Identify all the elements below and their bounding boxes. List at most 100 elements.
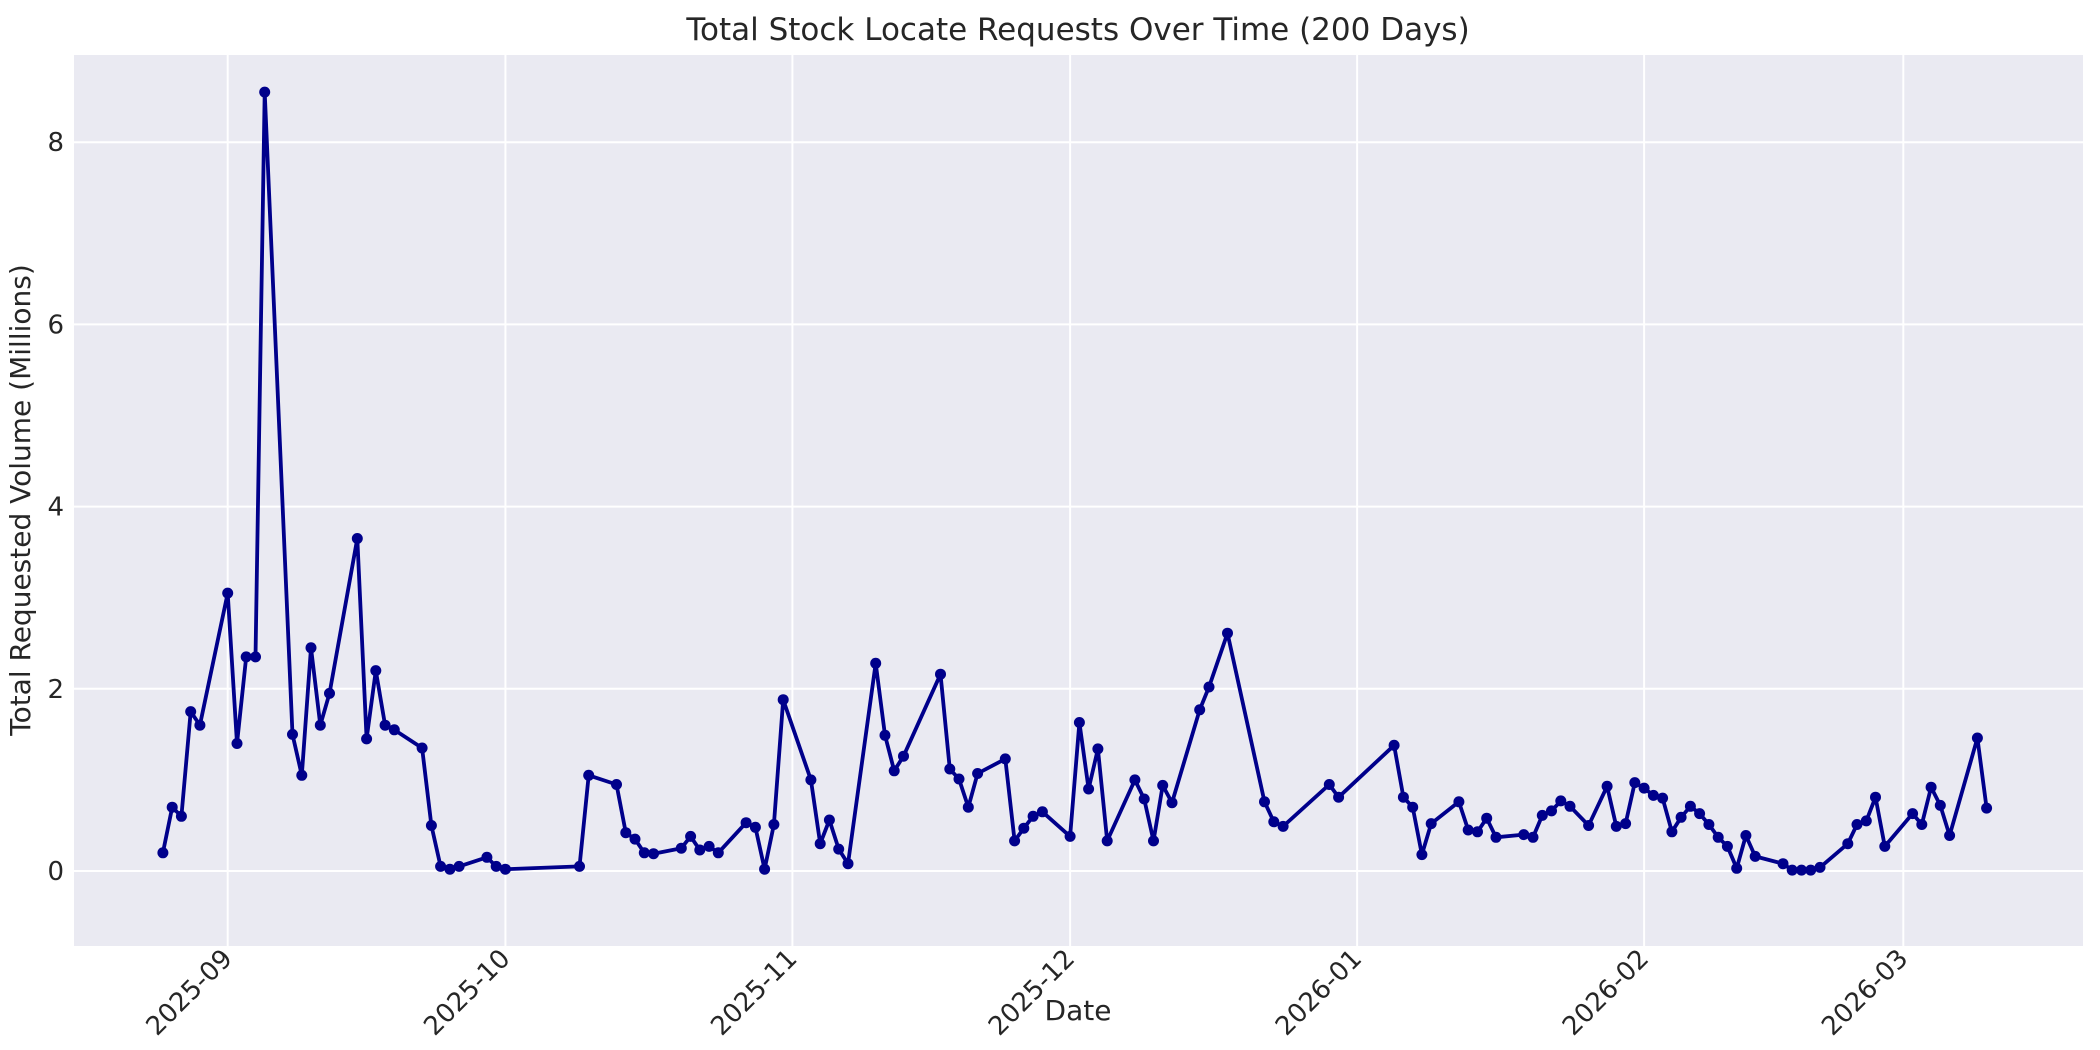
data-point [1166, 797, 1178, 809]
data-point [379, 719, 391, 731]
data-point [1907, 808, 1919, 820]
data-point [1536, 809, 1548, 821]
data-point [1472, 826, 1483, 838]
data-point [842, 858, 854, 870]
data-point [1601, 780, 1613, 792]
data-point [694, 844, 706, 856]
data-point [972, 768, 984, 779]
data-point [1879, 840, 1891, 852]
y-tick-label: 4 [47, 493, 64, 523]
data-point [1323, 779, 1335, 790]
data-point [1083, 783, 1095, 795]
data-point [1129, 774, 1141, 786]
data-point [703, 840, 715, 852]
data-point [324, 687, 335, 699]
x-tick-label: 2025-09 [141, 944, 239, 1042]
vertical-gridlines [226, 55, 1905, 946]
data-point [805, 774, 817, 786]
data-point [1148, 835, 1159, 847]
x-tick-label: 2025-11 [705, 944, 803, 1042]
data-point [1749, 850, 1761, 862]
data-point [685, 830, 697, 842]
data-point [759, 863, 771, 875]
data-point [1518, 829, 1530, 841]
data-point-markers [157, 86, 1993, 876]
data-point [231, 738, 243, 749]
data-point [1407, 801, 1419, 813]
data-point [1740, 830, 1752, 841]
data-point [1870, 791, 1881, 803]
data-point [1268, 816, 1280, 828]
data-point [1194, 704, 1206, 716]
data-point [370, 665, 382, 677]
data-point [749, 821, 761, 833]
data-point [935, 668, 946, 680]
data-point [629, 833, 641, 845]
data-point [620, 827, 632, 839]
data-point [675, 842, 687, 854]
data-point [481, 851, 493, 863]
data-point [185, 706, 197, 718]
data-point [499, 863, 511, 875]
data-point [1009, 835, 1021, 847]
data-point [1805, 864, 1817, 876]
data-point [740, 817, 752, 829]
data-point [296, 769, 308, 781]
data-point [1796, 864, 1807, 876]
data-point [1555, 795, 1567, 807]
data-point [1925, 781, 1937, 793]
data-point [1647, 789, 1659, 801]
data-point [490, 860, 502, 872]
data-point [1777, 858, 1789, 870]
data-point [175, 810, 187, 822]
data-point [1259, 796, 1270, 808]
data-point [444, 863, 456, 875]
data-point [1064, 830, 1076, 842]
data-point [1842, 838, 1854, 850]
data-point [1018, 822, 1030, 834]
data-point [240, 651, 252, 663]
data-point [166, 801, 178, 813]
data-point [1583, 820, 1595, 831]
data-point [1851, 819, 1863, 830]
data-point [1860, 815, 1872, 827]
data-point [1138, 793, 1150, 805]
data-point [1416, 849, 1428, 861]
data-point [305, 642, 317, 654]
x-axis-label: Date [1045, 994, 1112, 1027]
data-point [1101, 835, 1113, 847]
x-tick-label: 2026-03 [1816, 944, 1914, 1042]
data-point [1731, 862, 1743, 874]
data-point [638, 847, 650, 859]
data-point [314, 719, 326, 731]
data-point [944, 763, 956, 775]
data-point [259, 86, 271, 98]
x-tick-label: 2026-02 [1557, 944, 1655, 1042]
y-tick-label: 8 [47, 128, 64, 158]
data-point [583, 769, 595, 781]
chart-title: Total Stock Locate Requests Over Time (2… [685, 12, 1469, 48]
data-point [712, 847, 724, 859]
data-point [435, 860, 447, 872]
data-point [1546, 805, 1557, 817]
data-point [1814, 861, 1826, 873]
data-point [194, 719, 206, 731]
data-point [1073, 717, 1085, 728]
data-point [1027, 810, 1039, 822]
data-point [388, 724, 400, 736]
data-point [962, 801, 974, 813]
data-point [1388, 739, 1400, 751]
data-point [157, 847, 169, 859]
data-point [1610, 820, 1622, 832]
data-point [222, 587, 234, 599]
y-tick-label: 0 [47, 857, 64, 887]
data-point [768, 819, 780, 830]
data-point [1675, 811, 1687, 823]
data-point [1684, 800, 1696, 812]
x-tick-label: 2025-12 [983, 944, 1081, 1042]
data-point [1694, 808, 1706, 820]
data-point [1981, 802, 1993, 814]
x-tick-label: 2026-01 [1270, 944, 1368, 1042]
